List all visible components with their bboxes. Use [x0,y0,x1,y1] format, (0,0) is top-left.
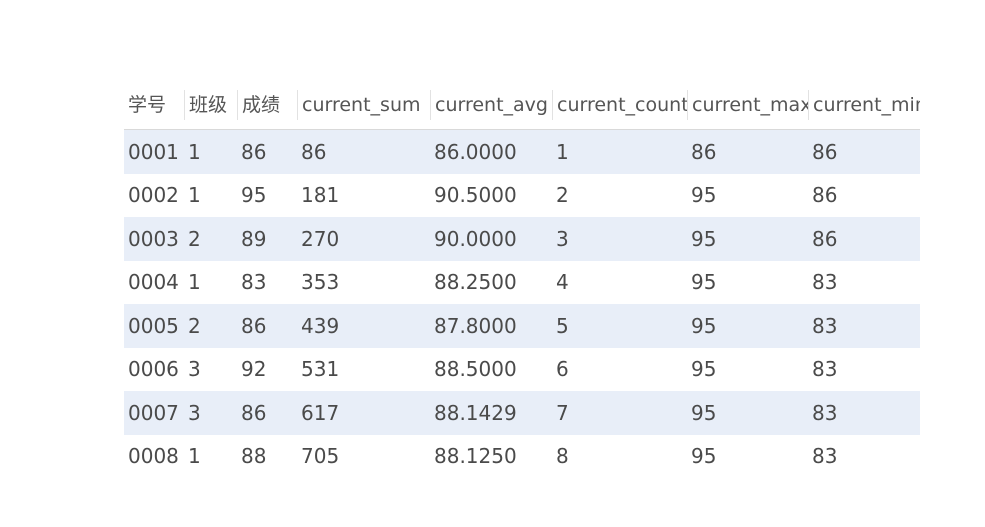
cell-current-count[interactable]: 2 [556,183,569,208]
cell-student-id[interactable]: 0002 [128,183,179,208]
cell-score[interactable]: 86 [241,400,267,425]
column-header-class[interactable]: 班级 [184,90,237,120]
cell-current-max[interactable]: 95 [691,400,717,425]
cell-current-max[interactable]: 95 [691,226,717,251]
table-row[interactable]: 0005 2 86 439 87.8000 5 95 83 [124,304,920,348]
cell-current-avg[interactable]: 88.1429 [434,400,517,425]
cell-current-count[interactable]: 8 [556,444,569,469]
cell-current-sum[interactable]: 181 [301,183,340,208]
column-header-current-max[interactable]: current_max [687,90,808,120]
column-header-current-min[interactable]: current_min [808,90,920,120]
cell-current-sum[interactable]: 705 [301,444,340,469]
cell-class[interactable]: 2 [188,226,201,251]
cell-class[interactable]: 1 [188,183,201,208]
cell-score[interactable]: 88 [241,444,267,469]
cell-current-min[interactable]: 86 [812,183,838,208]
table-header: 学号 班级 成绩 current_sum current_avg current… [124,81,920,130]
cell-current-max[interactable]: 95 [691,444,717,469]
cell-current-avg[interactable]: 88.1250 [434,444,517,469]
column-header-student-id[interactable]: 学号 [128,94,167,116]
cell-current-min[interactable]: 83 [812,270,838,295]
cell-current-count[interactable]: 7 [556,400,569,425]
cell-student-id[interactable]: 0006 [128,357,179,382]
cell-student-id[interactable]: 0007 [128,400,179,425]
cell-current-min[interactable]: 83 [812,357,838,382]
cell-student-id[interactable]: 0005 [128,313,179,338]
cell-current-min[interactable]: 83 [812,400,838,425]
cell-current-max[interactable]: 95 [691,183,717,208]
cell-student-id[interactable]: 0004 [128,270,179,295]
cell-score[interactable]: 89 [241,226,267,251]
cell-current-sum[interactable]: 531 [301,357,340,382]
cell-current-max[interactable]: 95 [691,270,717,295]
cell-current-avg[interactable]: 87.8000 [434,313,517,338]
cell-current-avg[interactable]: 90.5000 [434,183,517,208]
cell-current-max[interactable]: 86 [691,139,717,164]
cell-class[interactable]: 1 [188,270,201,295]
table-row[interactable]: 0008 1 88 705 88.1250 8 95 83 [124,435,920,479]
cell-current-avg[interactable]: 86.0000 [434,139,517,164]
cell-score[interactable]: 92 [241,357,267,382]
cell-score[interactable]: 86 [241,313,267,338]
cell-current-sum[interactable]: 353 [301,270,340,295]
table-row[interactable]: 0002 1 95 181 90.5000 2 95 86 [124,174,920,218]
cell-student-id[interactable]: 0001 [128,139,179,164]
cell-score[interactable]: 95 [241,183,267,208]
cell-current-min[interactable]: 86 [812,226,838,251]
table-row[interactable]: 0004 1 83 353 88.2500 4 95 83 [124,261,920,305]
cell-class[interactable]: 3 [188,400,201,425]
column-header-current-count[interactable]: current_count [552,90,687,120]
column-header-current-sum[interactable]: current_sum [297,90,430,120]
cell-current-max[interactable]: 95 [691,313,717,338]
column-header-current-avg[interactable]: current_avg [430,90,552,120]
cell-current-avg[interactable]: 90.0000 [434,226,517,251]
cell-student-id[interactable]: 0008 [128,444,179,469]
cell-current-sum[interactable]: 270 [301,226,340,251]
cell-score[interactable]: 83 [241,270,267,295]
cell-current-avg[interactable]: 88.5000 [434,357,517,382]
cell-current-min[interactable]: 86 [812,139,838,164]
cell-current-sum[interactable]: 86 [301,139,327,164]
cell-current-count[interactable]: 4 [556,270,569,295]
cell-current-min[interactable]: 83 [812,313,838,338]
column-header-score[interactable]: 成绩 [237,90,297,120]
cell-current-avg[interactable]: 88.2500 [434,270,517,295]
table-row[interactable]: 0007 3 86 617 88.1429 7 95 83 [124,391,920,435]
cell-current-min[interactable]: 83 [812,444,838,469]
cell-current-max[interactable]: 95 [691,357,717,382]
cell-current-count[interactable]: 5 [556,313,569,338]
cell-class[interactable]: 2 [188,313,201,338]
table-row[interactable]: 0006 3 92 531 88.5000 6 95 83 [124,348,920,392]
table-body: 0001 1 86 86 86.0000 1 86 86 0002 1 95 181 90.5000 2 9… [124,130,920,478]
cell-score[interactable]: 86 [241,139,267,164]
cell-current-sum[interactable]: 617 [301,400,340,425]
cell-current-count[interactable]: 1 [556,139,569,164]
cell-current-count[interactable]: 3 [556,226,569,251]
cell-class[interactable]: 1 [188,139,201,164]
cell-current-sum[interactable]: 439 [301,313,340,338]
result-grid: 学号 班级 成绩 current_sum current_avg current… [124,81,920,478]
table-row[interactable]: 0003 2 89 270 90.0000 3 95 86 [124,217,920,261]
cell-current-count[interactable]: 6 [556,357,569,382]
cell-student-id[interactable]: 0003 [128,226,179,251]
table-row[interactable]: 0001 1 86 86 86.0000 1 86 86 [124,130,920,174]
cell-class[interactable]: 1 [188,444,201,469]
cell-class[interactable]: 3 [188,357,201,382]
